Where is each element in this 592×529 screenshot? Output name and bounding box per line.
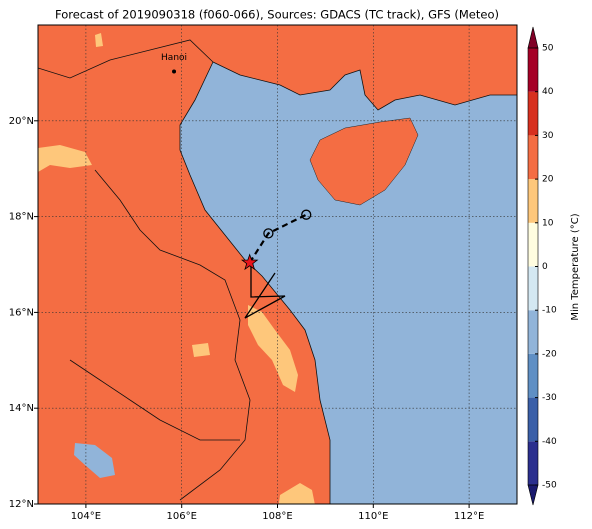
- track-line: [248, 213, 307, 264]
- track: [240, 209, 312, 319]
- colorbar-tick-label: 20: [542, 175, 554, 185]
- x-tick-label: 112°E: [454, 511, 484, 522]
- sea: [180, 62, 517, 504]
- colorbar-over: [527, 26, 539, 49]
- city-label: Hanoi: [161, 53, 187, 63]
- map-frame: [37, 24, 518, 505]
- colorbar-label: Min Temperature (°C): [570, 213, 581, 320]
- colorbar-tick-label: 0: [542, 262, 548, 272]
- colorbar-tick-label: -50: [542, 481, 557, 491]
- storm-position: [240, 253, 259, 271]
- colorbar-tick-label: -20: [542, 349, 557, 359]
- colorbar-tick-label: 30: [542, 131, 554, 141]
- graticule: 104°E 106°E 108°E 110°E 112°E 12°N 14°N 16°N 18°…: [9, 25, 517, 522]
- colorbar: -50 -40 -30 -20 -10 0 10 20 30 40 50: [527, 26, 557, 506]
- colorbar-segment: [528, 266, 538, 311]
- hainan-island: [309, 117, 419, 206]
- colorbar-segment: [528, 179, 538, 223]
- colorbar-under: [527, 484, 539, 506]
- wind-radius: [244, 263, 286, 319]
- colorbar-segment: [528, 135, 538, 180]
- city-marker: [172, 69, 177, 74]
- colorbar-segment: [528, 353, 538, 398]
- colorbar-segment: [528, 397, 538, 442]
- forecast-position: [263, 228, 274, 239]
- x-tick-label: 106°E: [166, 511, 196, 522]
- y-tick-label: 18°N: [9, 212, 34, 223]
- map-body: [38, 25, 517, 504]
- colorbar-segment: [528, 91, 538, 136]
- warm-patch: [38, 145, 92, 172]
- colorbar-segment: [528, 441, 538, 485]
- cool-patch: [74, 443, 115, 478]
- y-tick-label: 14°N: [9, 403, 34, 414]
- colorbar-tick-label: -40: [542, 437, 557, 447]
- map-title: Forecast of 2019090318 (f060-066), Sourc…: [55, 8, 499, 22]
- country-border: [38, 39, 251, 501]
- colorbar-tick-label: 10: [542, 218, 554, 228]
- colorbar-segment: [528, 222, 538, 267]
- x-tick-label: 108°E: [262, 511, 292, 522]
- colorbar-tick-label: -10: [542, 306, 557, 316]
- y-tick-label: 12°N: [9, 499, 34, 510]
- warm-patch: [95, 33, 103, 47]
- x-tick-label: 104°E: [71, 511, 101, 522]
- colorbar-tick-label: -30: [542, 393, 557, 403]
- x-tick-label: 110°E: [358, 511, 388, 522]
- colorbar-segment: [528, 310, 538, 354]
- colorbar-segment: [528, 48, 538, 92]
- warm-patch: [248, 305, 298, 392]
- y-tick-label: 20°N: [9, 116, 34, 127]
- warm-patch: [278, 483, 315, 504]
- colorbar-tick-label: 40: [542, 87, 554, 97]
- forecast-position: [301, 209, 312, 220]
- colorbar-tick-label: 50: [542, 44, 554, 54]
- warm-patch: [192, 343, 210, 357]
- y-tick-label: 16°N: [9, 307, 34, 318]
